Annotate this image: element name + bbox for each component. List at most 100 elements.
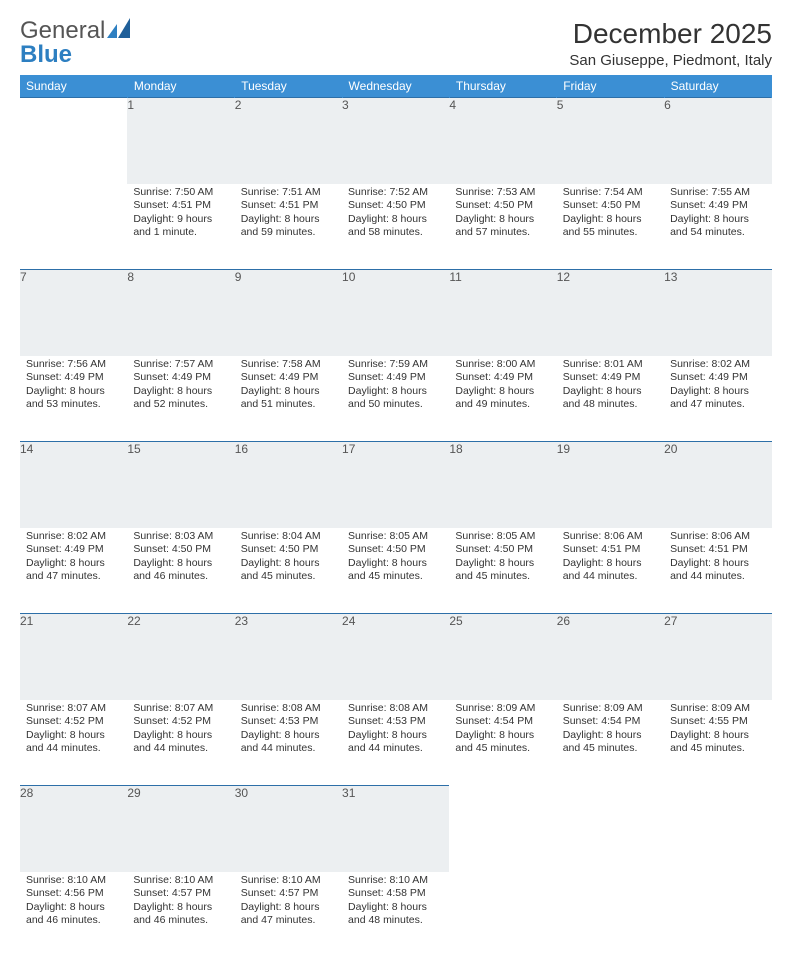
day-number-cell: 30 — [235, 786, 342, 872]
day-number-cell: 9 — [235, 270, 342, 356]
day-cell: Sunrise: 8:05 AMSunset: 4:50 PMDaylight:… — [342, 528, 449, 614]
day-number-cell — [449, 786, 556, 872]
daylight-line: Daylight: 8 hours and 45 minutes. — [348, 557, 443, 584]
daylight-line: Daylight: 8 hours and 46 minutes. — [26, 901, 121, 928]
day-cell: Sunrise: 8:07 AMSunset: 4:52 PMDaylight:… — [20, 700, 127, 786]
day-cell: Sunrise: 8:01 AMSunset: 4:49 PMDaylight:… — [557, 356, 664, 442]
day-header: Thursday — [449, 75, 556, 98]
day-number-row: 78910111213 — [20, 270, 772, 356]
sunset-line: Sunset: 4:54 PM — [455, 715, 550, 729]
sunrise-line: Sunrise: 8:10 AM — [133, 874, 228, 888]
daylight-line: Daylight: 8 hours and 45 minutes. — [241, 557, 336, 584]
day-details: Sunrise: 8:03 AMSunset: 4:50 PMDaylight:… — [127, 528, 234, 591]
sunset-line: Sunset: 4:50 PM — [348, 543, 443, 557]
day-number-cell: 12 — [557, 270, 664, 356]
day-header: Monday — [127, 75, 234, 98]
day-cell — [449, 872, 556, 958]
sunrise-line: Sunrise: 7:55 AM — [670, 186, 765, 200]
daylight-line: Daylight: 8 hours and 51 minutes. — [241, 385, 336, 412]
day-number-cell: 31 — [342, 786, 449, 872]
day-body-row: Sunrise: 8:10 AMSunset: 4:56 PMDaylight:… — [20, 872, 772, 958]
day-cell: Sunrise: 8:04 AMSunset: 4:50 PMDaylight:… — [235, 528, 342, 614]
sunrise-line: Sunrise: 8:06 AM — [670, 530, 765, 544]
sunset-line: Sunset: 4:49 PM — [455, 371, 550, 385]
day-number-cell: 2 — [235, 98, 342, 184]
sunset-line: Sunset: 4:49 PM — [133, 371, 228, 385]
day-number-cell: 13 — [664, 270, 771, 356]
day-cell: Sunrise: 8:10 AMSunset: 4:56 PMDaylight:… — [20, 872, 127, 958]
day-cell: Sunrise: 8:10 AMSunset: 4:57 PMDaylight:… — [127, 872, 234, 958]
day-cell: Sunrise: 8:10 AMSunset: 4:57 PMDaylight:… — [235, 872, 342, 958]
day-cell: Sunrise: 7:50 AMSunset: 4:51 PMDaylight:… — [127, 184, 234, 270]
day-cell: Sunrise: 7:57 AMSunset: 4:49 PMDaylight:… — [127, 356, 234, 442]
day-details: Sunrise: 7:51 AMSunset: 4:51 PMDaylight:… — [235, 184, 342, 247]
day-details: Sunrise: 7:59 AMSunset: 4:49 PMDaylight:… — [342, 356, 449, 419]
day-details: Sunrise: 8:08 AMSunset: 4:53 PMDaylight:… — [235, 700, 342, 763]
day-number-cell: 14 — [20, 442, 127, 528]
day-details: Sunrise: 8:02 AMSunset: 4:49 PMDaylight:… — [20, 528, 127, 591]
day-cell: Sunrise: 7:55 AMSunset: 4:49 PMDaylight:… — [664, 184, 771, 270]
sunrise-line: Sunrise: 8:08 AM — [241, 702, 336, 716]
sunrise-line: Sunrise: 8:08 AM — [348, 702, 443, 716]
day-header: Sunday — [20, 75, 127, 98]
day-cell: Sunrise: 7:54 AMSunset: 4:50 PMDaylight:… — [557, 184, 664, 270]
day-number-cell: 3 — [342, 98, 449, 184]
day-details: Sunrise: 8:02 AMSunset: 4:49 PMDaylight:… — [664, 356, 771, 419]
day-header: Friday — [557, 75, 664, 98]
day-number-cell: 11 — [449, 270, 556, 356]
daylight-line: Daylight: 9 hours and 1 minute. — [133, 213, 228, 240]
daylight-line: Daylight: 8 hours and 44 minutes. — [133, 729, 228, 756]
daylight-line: Daylight: 8 hours and 55 minutes. — [563, 213, 658, 240]
sunrise-line: Sunrise: 8:05 AM — [455, 530, 550, 544]
daylight-line: Daylight: 8 hours and 47 minutes. — [26, 557, 121, 584]
day-details: Sunrise: 8:07 AMSunset: 4:52 PMDaylight:… — [20, 700, 127, 763]
sunrise-line: Sunrise: 7:59 AM — [348, 358, 443, 372]
day-number-cell: 18 — [449, 442, 556, 528]
day-details: Sunrise: 8:09 AMSunset: 4:54 PMDaylight:… — [449, 700, 556, 763]
sunrise-line: Sunrise: 8:01 AM — [563, 358, 658, 372]
day-cell: Sunrise: 8:08 AMSunset: 4:53 PMDaylight:… — [235, 700, 342, 786]
month-title: December 2025 — [569, 18, 772, 50]
day-cell: Sunrise: 7:56 AMSunset: 4:49 PMDaylight:… — [20, 356, 127, 442]
day-number-cell — [557, 786, 664, 872]
sunrise-line: Sunrise: 7:53 AM — [455, 186, 550, 200]
sunrise-line: Sunrise: 8:09 AM — [563, 702, 658, 716]
day-details: Sunrise: 8:05 AMSunset: 4:50 PMDaylight:… — [342, 528, 449, 591]
daylight-line: Daylight: 8 hours and 45 minutes. — [563, 729, 658, 756]
sunset-line: Sunset: 4:50 PM — [455, 543, 550, 557]
brand-logo: General Blue — [20, 18, 130, 67]
day-details: Sunrise: 8:10 AMSunset: 4:57 PMDaylight:… — [127, 872, 234, 935]
daylight-line: Daylight: 8 hours and 59 minutes. — [241, 213, 336, 240]
day-body-row: Sunrise: 7:50 AMSunset: 4:51 PMDaylight:… — [20, 184, 772, 270]
day-cell: Sunrise: 8:07 AMSunset: 4:52 PMDaylight:… — [127, 700, 234, 786]
daylight-line: Daylight: 8 hours and 44 minutes. — [670, 557, 765, 584]
day-cell: Sunrise: 8:09 AMSunset: 4:55 PMDaylight:… — [664, 700, 771, 786]
day-details: Sunrise: 8:04 AMSunset: 4:50 PMDaylight:… — [235, 528, 342, 591]
day-cell: Sunrise: 7:52 AMSunset: 4:50 PMDaylight:… — [342, 184, 449, 270]
sunrise-line: Sunrise: 7:51 AM — [241, 186, 336, 200]
sunrise-line: Sunrise: 8:02 AM — [670, 358, 765, 372]
day-number-cell: 4 — [449, 98, 556, 184]
sunrise-line: Sunrise: 7:50 AM — [133, 186, 228, 200]
daylight-line: Daylight: 8 hours and 54 minutes. — [670, 213, 765, 240]
daylight-line: Daylight: 8 hours and 49 minutes. — [455, 385, 550, 412]
day-number-cell — [20, 98, 127, 184]
day-cell: Sunrise: 8:10 AMSunset: 4:58 PMDaylight:… — [342, 872, 449, 958]
daylight-line: Daylight: 8 hours and 53 minutes. — [26, 385, 121, 412]
day-number-cell: 6 — [664, 98, 771, 184]
day-number-cell: 26 — [557, 614, 664, 700]
day-cell: Sunrise: 8:09 AMSunset: 4:54 PMDaylight:… — [557, 700, 664, 786]
sunset-line: Sunset: 4:51 PM — [241, 199, 336, 213]
logo-sails-icon — [107, 18, 130, 38]
day-number-cell: 17 — [342, 442, 449, 528]
day-details: Sunrise: 8:10 AMSunset: 4:58 PMDaylight:… — [342, 872, 449, 935]
day-number-cell: 20 — [664, 442, 771, 528]
sunrise-line: Sunrise: 8:10 AM — [241, 874, 336, 888]
day-details: Sunrise: 8:10 AMSunset: 4:56 PMDaylight:… — [20, 872, 127, 935]
day-details: Sunrise: 7:50 AMSunset: 4:51 PMDaylight:… — [127, 184, 234, 247]
sunrise-line: Sunrise: 7:56 AM — [26, 358, 121, 372]
day-header: Wednesday — [342, 75, 449, 98]
daylight-line: Daylight: 8 hours and 48 minutes. — [563, 385, 658, 412]
day-cell: Sunrise: 8:02 AMSunset: 4:49 PMDaylight:… — [664, 356, 771, 442]
sunset-line: Sunset: 4:49 PM — [563, 371, 658, 385]
